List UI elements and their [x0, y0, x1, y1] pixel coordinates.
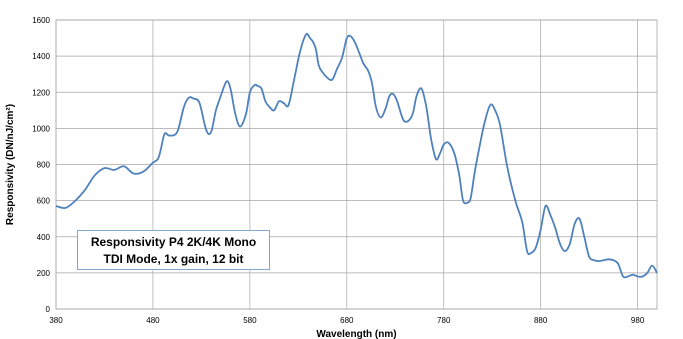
y-tick-label: 400	[37, 233, 51, 242]
x-tick-label: 480	[146, 316, 160, 325]
annotation-line-1: Responsivity P4 2K/4K Mono	[90, 235, 257, 249]
y-tick-label: 800	[37, 161, 51, 170]
y-tick-label: 0	[46, 305, 51, 314]
x-tick-label: 680	[340, 316, 354, 325]
axes	[55, 19, 658, 310]
x-tick-label: 380	[49, 316, 63, 325]
y-tick-label: 1200	[32, 88, 50, 97]
y-axis-title: Responsivity (DN/nJ/cm²)	[5, 104, 16, 225]
annotation-line-2: TDI Mode, 1x gain, 12 bit	[103, 252, 244, 266]
chart-annotation-box: Responsivity P4 2K/4K Mono TDI Mode, 1x …	[77, 230, 270, 270]
x-tick-label: 580	[243, 316, 257, 325]
plot-border	[55, 19, 658, 310]
tick-labels: 0 200 400 600 800 1000 1200 1400 1600 380 480 580 68…	[32, 16, 645, 325]
x-tick-label: 780	[437, 316, 451, 325]
x-axis-title: Wavelength (nm)	[316, 329, 396, 339]
y-tick-label: 1400	[32, 52, 50, 61]
x-tick-label: 980	[631, 316, 645, 325]
series-line	[55, 33, 658, 279]
y-tick-label: 1600	[32, 16, 50, 25]
y-tick-label: 200	[37, 269, 51, 278]
x-tick-label: 880	[534, 316, 548, 325]
y-tick-label: 1000	[32, 124, 50, 133]
y-tick-label: 600	[37, 197, 51, 206]
